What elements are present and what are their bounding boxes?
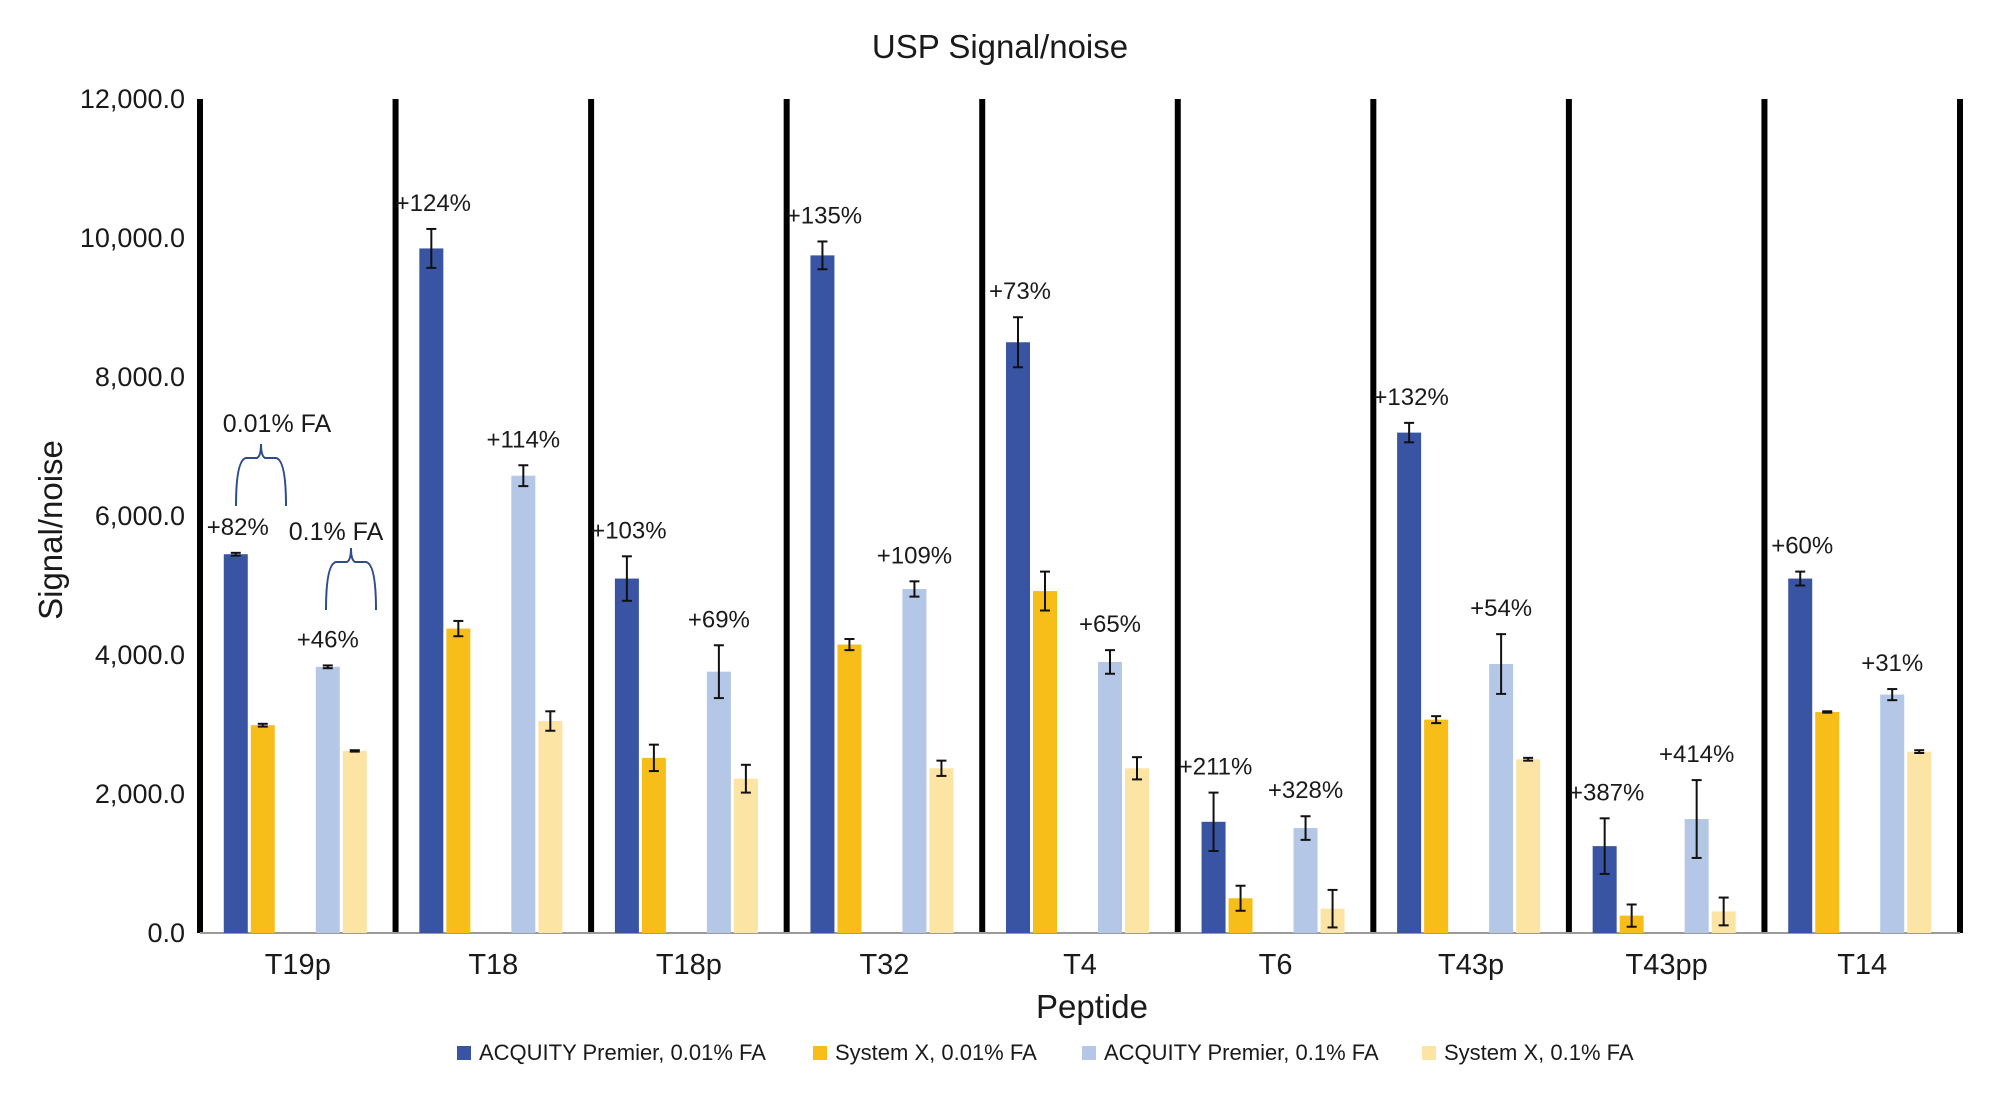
bar: [446, 628, 471, 933]
group-separators: [197, 99, 1963, 933]
bar: [1397, 432, 1422, 933]
annotations: +82% +124% +103% +135% +73% +211% +132% +387% +6…: [207, 190, 1924, 806]
percent-annotation: +54%: [1470, 595, 1532, 622]
y-axis-title: Signal/noise: [32, 440, 69, 620]
y-tick-label: 8,000.0: [95, 362, 185, 392]
error-bars: [230, 227, 1925, 929]
x-tick-label: T43p: [1438, 949, 1504, 981]
bar: [1907, 751, 1932, 933]
bar: [837, 644, 862, 933]
bar: [902, 588, 927, 933]
bar: [1424, 719, 1449, 933]
bar: [733, 778, 758, 933]
x-tick-label: T32: [859, 949, 909, 981]
percent-annotation: +31%: [1861, 650, 1923, 677]
percent-annotation: +387%: [1569, 779, 1644, 806]
y-tick-label: 12,000.0: [80, 84, 185, 114]
percent-annotation: +109%: [877, 542, 952, 569]
legend-swatch: [1082, 1046, 1096, 1060]
bar: [342, 750, 367, 933]
percent-annotation: +69%: [688, 606, 750, 633]
legend-label: ACQUITY Premier, 0.01% FA: [479, 1040, 766, 1065]
bar: [511, 475, 536, 933]
legend-label: System X, 0.1% FA: [1444, 1040, 1634, 1065]
percent-annotation: +65%: [1079, 611, 1141, 638]
bar: [810, 255, 835, 933]
y-tick-label: 0.0: [147, 918, 185, 948]
x-axis-title: Peptide: [1036, 988, 1148, 1025]
x-tick-label: T18: [468, 949, 518, 981]
bar: [1098, 661, 1122, 933]
bar: [614, 578, 639, 933]
bar: [250, 725, 275, 933]
bar: [223, 554, 248, 933]
bar: [1293, 828, 1318, 933]
legend-swatch: [457, 1046, 471, 1060]
y-tick-label: 2,000.0: [95, 779, 185, 809]
percent-annotation: +135%: [787, 202, 862, 229]
percent-annotation: +73%: [989, 278, 1051, 305]
x-tick-label: T6: [1259, 949, 1293, 981]
bar: [1788, 578, 1813, 933]
chart-title: USP Signal/noise: [872, 28, 1128, 65]
percent-annotation: +46%: [297, 626, 359, 653]
bracket-0-01-fa: [235, 443, 287, 507]
x-tick-label: T4: [1063, 949, 1097, 981]
bar: [1516, 759, 1541, 933]
y-tick-label: 6,000.0: [95, 501, 185, 531]
x-tick-label: T18p: [656, 949, 722, 981]
percent-annotation: +328%: [1268, 777, 1343, 804]
bar: [1033, 591, 1057, 933]
legend-swatch: [1422, 1046, 1436, 1060]
bracket-label: 0.1% FA: [289, 518, 384, 546]
legend-swatch: [813, 1046, 827, 1060]
bar: [1006, 342, 1030, 933]
x-tick-label: T43pp: [1626, 949, 1708, 981]
bars: [223, 248, 1932, 934]
percent-annotation: +82%: [207, 514, 269, 541]
percent-annotation: +60%: [1771, 533, 1833, 560]
percent-annotation: +132%: [1373, 384, 1448, 411]
x-tick-label: T14: [1837, 949, 1887, 981]
bar: [1880, 694, 1905, 933]
x-tick-label: T19p: [265, 949, 331, 981]
bracket-0-1-fa: [325, 547, 377, 611]
legend: ACQUITY Premier, 0.01% FA System X, 0.01%…: [457, 1040, 1634, 1065]
legend-label: ACQUITY Premier, 0.1% FA: [1104, 1040, 1379, 1065]
bar: [419, 248, 444, 934]
bar: [1125, 768, 1149, 933]
bracket-label: 0.01% FA: [223, 410, 332, 438]
bar: [1489, 664, 1514, 933]
y-tick-label: 4,000.0: [95, 640, 185, 670]
percent-annotation: +211%: [1179, 754, 1253, 781]
bar: [538, 721, 563, 933]
axes: 0.0 2,000.0 4,000.0 6,000.0 8,000.0 10,000.0 1…: [80, 84, 1960, 981]
percent-annotation: +103%: [591, 517, 666, 544]
bar: [1815, 711, 1840, 933]
bar: [929, 768, 954, 933]
bar: [315, 666, 340, 933]
legend-label: System X, 0.01% FA: [835, 1040, 1037, 1065]
y-tick-label: 10,000.0: [80, 223, 185, 253]
bar: [641, 757, 666, 933]
percent-annotation: +414%: [1659, 741, 1734, 768]
percent-annotation: +114%: [487, 426, 561, 453]
bar: [706, 671, 731, 933]
percent-annotation: +124%: [396, 190, 471, 217]
